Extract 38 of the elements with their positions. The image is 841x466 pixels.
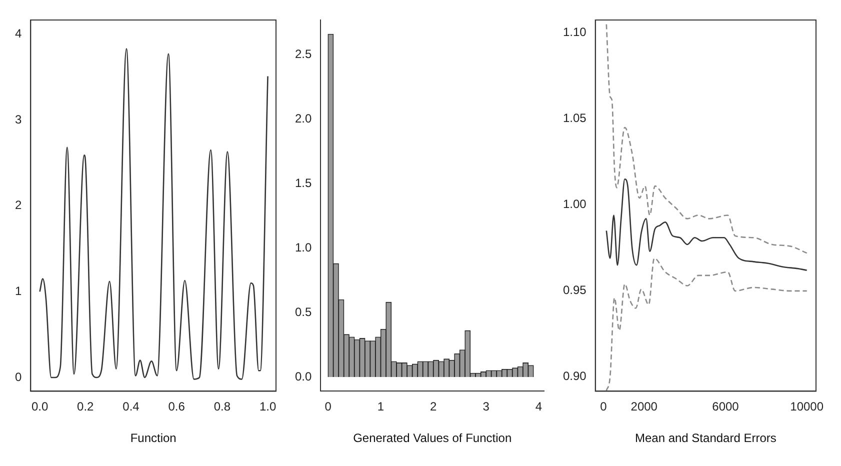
y-tick-label: 0.90 xyxy=(562,369,587,384)
line-series xyxy=(606,178,808,271)
y-tick-label: 1.5 xyxy=(294,176,312,190)
x-tick-label: 3 xyxy=(482,400,490,414)
y-tick-label: 1.00 xyxy=(562,197,587,212)
y-tick-label: 0 xyxy=(14,370,22,384)
x-tick-label: 0.2 xyxy=(77,400,94,414)
y-tick-label: 3 xyxy=(14,112,22,126)
x-tick-label: 0.6 xyxy=(168,400,186,414)
y-tick-label: 1.10 xyxy=(562,25,587,40)
x-tick-label: 4 xyxy=(535,400,542,414)
y-tick-label: 0.0 xyxy=(294,369,312,384)
x-tick-label: 10000 xyxy=(790,400,824,414)
y-tick-label: 2 xyxy=(14,198,22,212)
x-axis-title: Function xyxy=(130,431,176,446)
y-tick-label: 0.5 xyxy=(294,304,312,319)
x-tick-label: 6000 xyxy=(712,400,740,414)
x-tick-label: 1.0 xyxy=(259,400,276,414)
y-tick-label: 1.05 xyxy=(562,111,587,126)
y-tick-label: 1.0 xyxy=(294,240,312,254)
x-tick-label: 0 xyxy=(324,400,332,414)
x-axis-title: Mean and Standard Errors xyxy=(634,431,776,446)
x-tick-label: 0.8 xyxy=(214,400,231,414)
x-tick-label: 0.4 xyxy=(122,400,140,414)
y-tick-label: 2.5 xyxy=(294,47,312,62)
line-series xyxy=(606,258,808,392)
y-tick-label: 0.95 xyxy=(562,283,587,298)
y-tick-label: 2.0 xyxy=(294,112,312,126)
line-series xyxy=(39,48,268,380)
x-axis-title: Generated Values of Function xyxy=(353,431,512,446)
x-tick-label: 2 xyxy=(430,400,438,414)
y-tick-label: 1 xyxy=(14,284,22,298)
line-series xyxy=(606,24,808,254)
y-tick-label: 4 xyxy=(14,26,22,40)
x-tick-label: 1 xyxy=(377,400,384,414)
x-tick-label: 2000 xyxy=(630,400,658,414)
x-tick-label: 0 xyxy=(600,400,608,414)
x-tick-label: 0.0 xyxy=(31,400,48,414)
